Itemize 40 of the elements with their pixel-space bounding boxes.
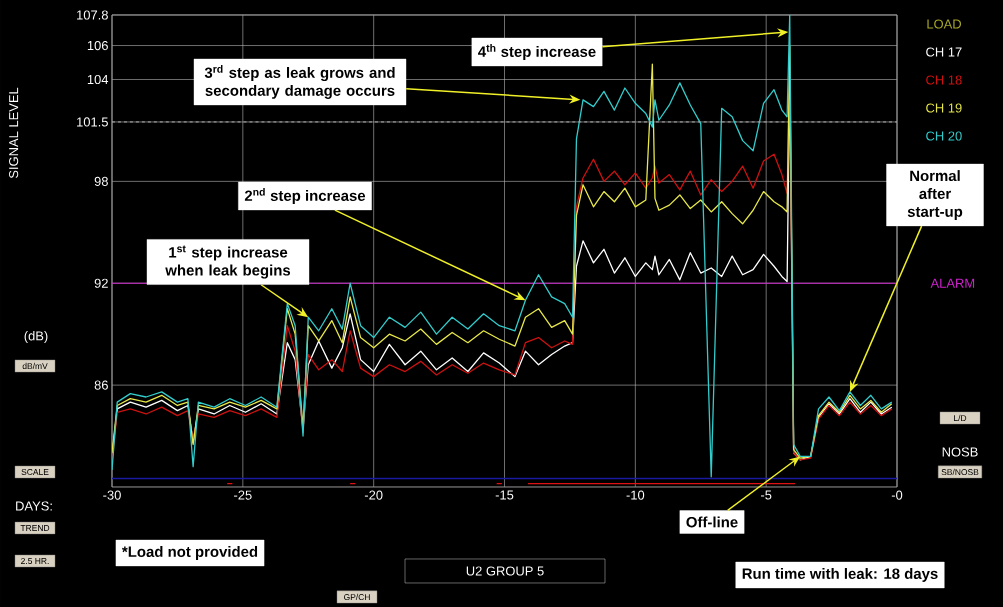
text: SCALE (21, 468, 49, 475)
text: (dB) (24, 330, 48, 344)
text: Run time with leak: 18 days (742, 568, 938, 582)
x-tick-label: -20 (364, 490, 383, 500)
ref-line-label: ALARM (930, 278, 975, 288)
y-tick-label: 106 (87, 40, 108, 51)
annotation: 1$^{st}$ step increase when leak begins (165, 245, 291, 279)
x-tick-label: -5 (760, 490, 772, 500)
text: NOSB (942, 447, 978, 457)
annotation: Normal after start-up (907, 170, 963, 220)
annotation: 4$^{th}$ step increase (478, 44, 596, 60)
text: *Load not provided (121, 546, 258, 560)
text: TREND (20, 525, 50, 531)
text: CH 17 (926, 47, 962, 57)
text: 2.5 HR. (21, 557, 49, 564)
x-tick-label: -0 (891, 490, 903, 500)
y-tick-label: 92 (94, 278, 108, 288)
y-axis-title: SIGNAL LEVEL (9, 87, 19, 179)
y-tick-label: 86 (94, 380, 108, 390)
text: CH 18 (926, 75, 962, 85)
y-tick-label: 107.8 (77, 10, 108, 20)
text: CH 20 (926, 131, 962, 141)
text: GP/CH (344, 593, 370, 601)
x-tick-label: -10 (626, 490, 645, 500)
text: L/D (954, 414, 967, 422)
y-tick-label: 104 (87, 74, 109, 85)
text: U2 GROUP 5 (466, 566, 544, 576)
text: CH 19 (926, 103, 962, 113)
annotation: Off-line (686, 516, 738, 528)
text: LOAD (927, 19, 962, 29)
y-tick-label: 98 (94, 176, 108, 186)
x-tick-label: -30 (103, 490, 121, 500)
x-tick-label: -15 (495, 490, 514, 500)
text: DAYS: (16, 501, 52, 511)
text: dB/mV (22, 362, 48, 370)
x-tick-label: -25 (234, 490, 252, 500)
annotation: 2$^{nd}$ step increase (244, 188, 366, 204)
text: SB/NOSB (941, 468, 979, 476)
annotation: 3$^{rd}$ step as leak grows and secondary damage occurs (204, 65, 395, 99)
y-tick-label: 101.5 (77, 117, 108, 127)
